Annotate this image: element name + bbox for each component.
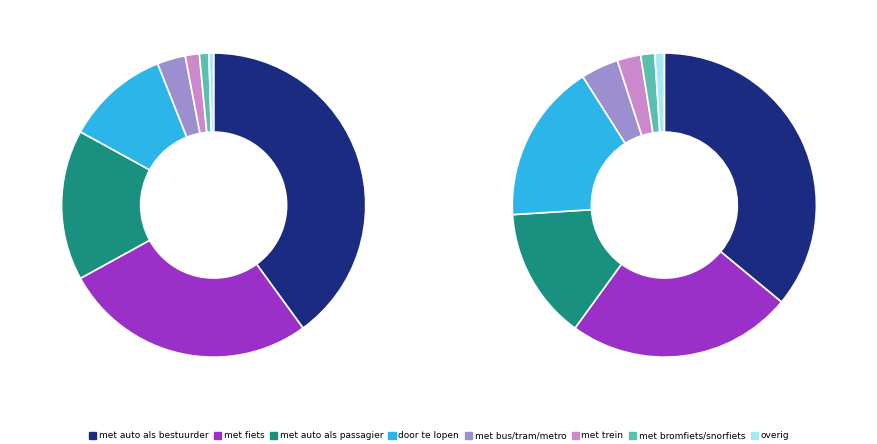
Wedge shape [664, 53, 816, 302]
Wedge shape [81, 63, 187, 170]
Wedge shape [512, 210, 621, 328]
Wedge shape [158, 56, 200, 137]
Legend: met auto als bestuurder, met fiets, met auto als passagier, door te lopen, met b: met auto als bestuurder, met fiets, met … [85, 428, 792, 444]
Wedge shape [640, 53, 659, 133]
Wedge shape [654, 53, 664, 132]
Wedge shape [81, 240, 303, 357]
Wedge shape [582, 60, 641, 143]
Wedge shape [61, 132, 149, 278]
Wedge shape [209, 53, 213, 132]
Wedge shape [185, 54, 207, 133]
Wedge shape [199, 53, 211, 132]
Wedge shape [574, 252, 781, 357]
Wedge shape [511, 77, 624, 214]
Wedge shape [617, 55, 652, 136]
Wedge shape [213, 53, 366, 328]
